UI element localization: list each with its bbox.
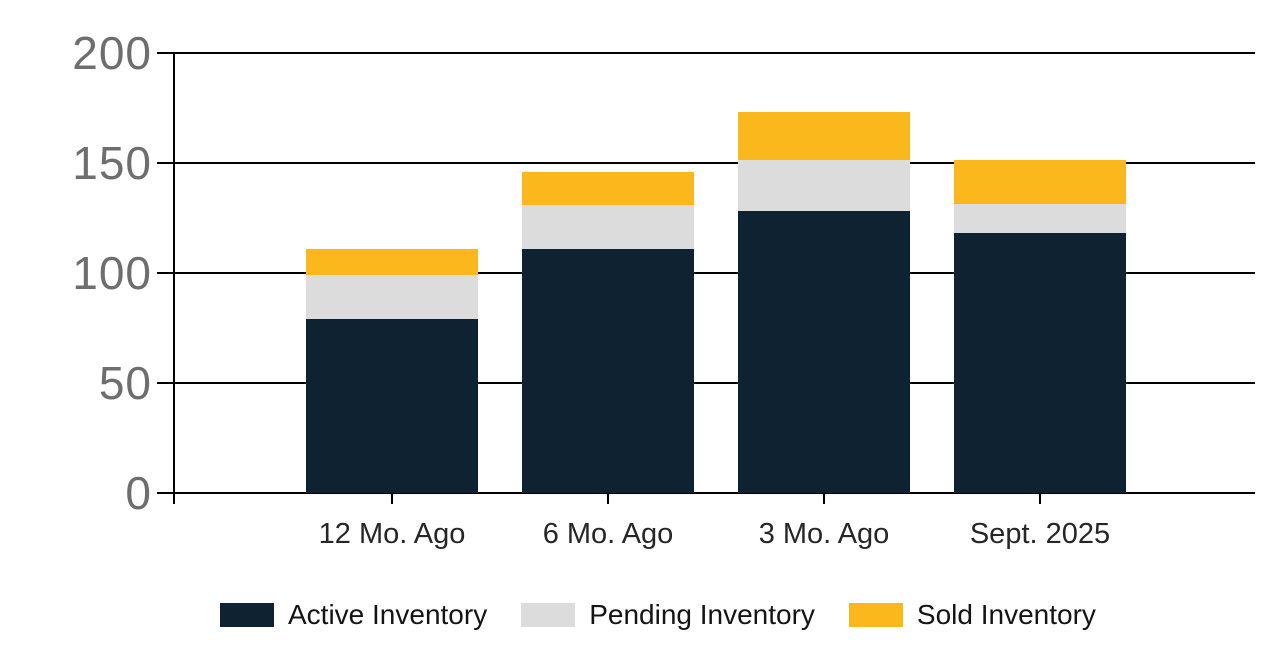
x-axis-tick-6-mo-ago [607,493,609,504]
legend-label-sold-inventory: Sold Inventory [916,599,1096,630]
bar-segment-sold-inventory-sept-2025[interactable] [954,160,1126,204]
bar-segment-pending-inventory-6-mo-ago[interactable] [522,205,694,249]
bar-group-sept-2025 [954,160,1126,493]
bar-segment-pending-inventory-12-mo-ago[interactable] [306,275,478,319]
legend-label-pending-inventory: Pending Inventory [589,599,815,630]
legend-swatch-active-inventory [220,603,274,627]
gridline-0 [157,492,1255,494]
gridline-200 [157,52,1255,54]
legend-item-active-inventory[interactable]: Active Inventory [220,600,487,630]
x-axis-tick-sept-2025 [1039,493,1041,504]
legend-swatch-pending-inventory [521,603,576,627]
bar-group-12-mo-ago [306,249,478,493]
y-axis-tick-label-50: 50 [98,357,152,409]
legend: Active Inventory Pending Inventory Sold … [220,600,1096,630]
legend-item-sold-inventory[interactable]: Sold Inventory [848,599,1096,630]
bar-segment-pending-inventory-3-mo-ago[interactable] [738,160,910,211]
y-axis-line [173,53,175,504]
legend-label-active-inventory: Active Inventory [288,599,488,630]
x-axis-label-12-mo-ago: 12 Mo. Ago [318,518,466,550]
gridline-100 [157,272,1255,274]
y-axis-tick-label-200: 200 [72,27,152,79]
x-axis-label-sept-2025: Sept. 2025 [969,518,1111,550]
bar-segment-active-inventory-6-mo-ago[interactable] [522,249,694,493]
bar-segment-sold-inventory-6-mo-ago[interactable] [522,172,694,205]
gridline-150 [157,162,1255,164]
y-axis-tick-label-150: 150 [72,137,152,189]
x-axis-tick-3-mo-ago [823,493,825,504]
bar-group-3-mo-ago [738,112,910,493]
x-axis-label-3-mo-ago: 3 Mo. Ago [758,518,890,550]
x-axis-tick-12-mo-ago [391,493,393,504]
bar-segment-pending-inventory-sept-2025[interactable] [954,204,1126,233]
legend-item-pending-inventory[interactable]: Pending Inventory [521,600,815,630]
y-axis-tick-label-0: 0 [125,467,152,519]
gridline-50 [157,382,1255,384]
bar-segment-active-inventory-12-mo-ago[interactable] [306,319,478,493]
bar-segment-active-inventory-3-mo-ago[interactable] [738,211,910,493]
y-axis-tick-label-100: 100 [72,247,152,299]
legend-swatch-sold-inventory [848,603,903,627]
bar-segment-active-inventory-sept-2025[interactable] [954,233,1126,493]
bar-segment-sold-inventory-12-mo-ago[interactable] [306,249,478,275]
bar-group-6-mo-ago [522,172,694,493]
x-axis-label-6-mo-ago: 6 Mo. Ago [542,518,674,550]
bar-segment-sold-inventory-3-mo-ago[interactable] [738,112,910,160]
